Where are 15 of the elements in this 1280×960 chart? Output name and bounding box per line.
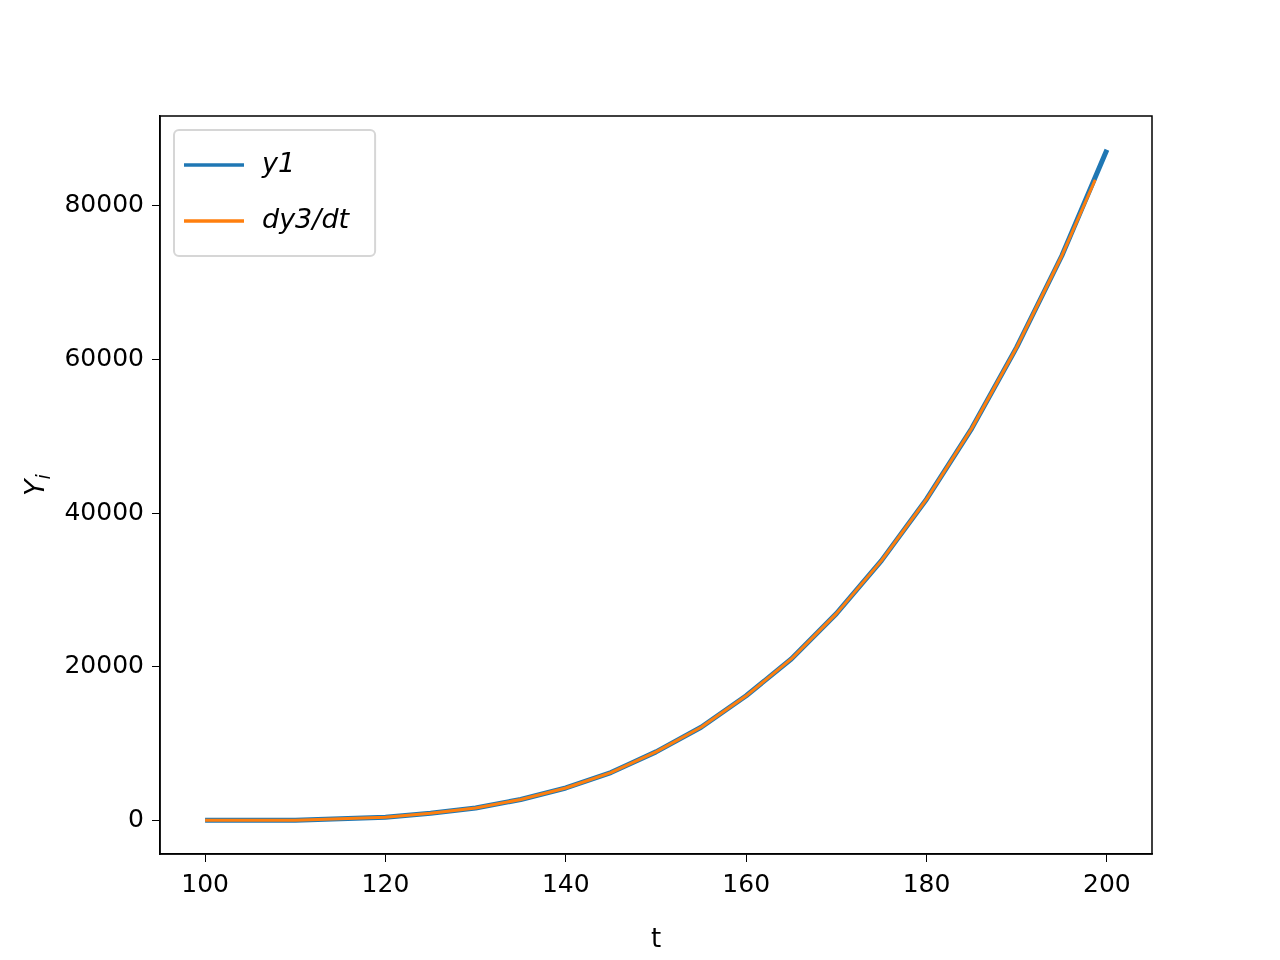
y-tick-label: 0: [128, 803, 144, 833]
x-tick-label: 120: [361, 868, 410, 898]
y-axis-title: Yi: [19, 473, 54, 496]
legend-label: dy3/dt: [262, 203, 351, 235]
x-tick-label: 180: [902, 868, 951, 898]
x-tick-label: 100: [181, 868, 229, 898]
y-tick-label: 80000: [64, 189, 144, 219]
legend-label: y1: [261, 147, 296, 179]
x-tick-label: 160: [722, 868, 771, 898]
x-tick-label: 200: [1083, 868, 1131, 898]
y-tick-label: 40000: [64, 496, 144, 526]
y-tick-label: 20000: [64, 650, 144, 680]
x-tick-label: 140: [541, 868, 590, 898]
y-tick-label: 60000: [64, 342, 144, 372]
x-axis-title: t: [650, 923, 662, 954]
